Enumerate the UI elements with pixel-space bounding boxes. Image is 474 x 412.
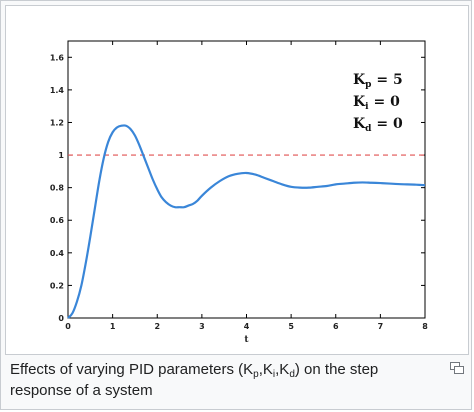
x-axis-label: t [244,335,249,345]
y-tick-label: 1.4 [50,86,65,95]
figure-caption: Effects of varying PID parameters (Kp,Ki… [10,359,430,401]
annotation-kp: Kp = 5 [353,72,403,90]
y-tick-label: 0.4 [50,249,65,258]
y-tick-label: 0.8 [50,184,65,193]
x-tick-label: 8 [422,322,428,331]
y-tick-label: 0.2 [50,281,64,290]
x-tick-label: 0 [65,322,71,331]
caption-sub-p: p [253,369,259,380]
caption-sub-d: d [289,369,295,380]
caption-sep-1: ,K [258,361,273,378]
y-tick-label: 1.6 [50,53,65,62]
caption-sep-2: ,K [275,361,290,378]
x-tick-label: 6 [333,322,339,331]
y-tick-label: 0.6 [50,216,65,225]
x-tick-label: 7 [378,322,384,331]
y-tick-label: 1 [58,151,64,160]
annotation-ki: Ki = 0 [353,94,400,112]
magnify-icon[interactable] [450,361,464,374]
caption-suffix: ) on the step response of a system [10,361,379,399]
y-tick-label: 0 [58,314,64,323]
step-response-line [67,124,426,319]
annotation-kd: Kd = 0 [353,116,403,134]
chart-image[interactable]: 0 1 2 3 4 5 6 7 8 0 0.2 0.4 0.6 0.8 1 1.2 1.4 1.6 t Kp = 5 K… [5,5,469,355]
x-tick-label: 1 [110,322,116,331]
x-tick-label: 3 [199,322,205,331]
x-tick-label: 5 [288,322,294,331]
caption-sub-i: i [272,369,276,380]
caption-prefix: Effects of varying PID parameters (K [10,361,254,378]
y-tick-label: 1.2 [50,118,64,127]
x-tick-label: 4 [244,322,250,331]
step-response-chart: 0 1 2 3 4 5 6 7 8 0 0.2 0.4 0.6 0.8 1 1.2 1.4 1.6 t Kp = 5 K… [50,40,428,345]
x-tick-label: 2 [154,322,160,331]
